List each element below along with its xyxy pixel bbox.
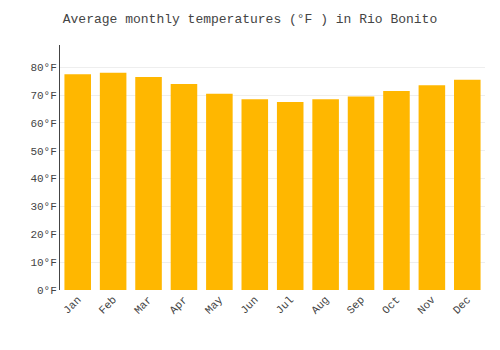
svg-text:Average monthly temperatures (: Average monthly temperatures (°F ) in Ri…: [63, 12, 437, 27]
svg-text:10°F: 10°F: [30, 257, 56, 269]
svg-text:Dec: Dec: [451, 294, 473, 316]
svg-text:Sep: Sep: [345, 294, 367, 316]
svg-text:Nov: Nov: [415, 294, 438, 317]
svg-text:Oct: Oct: [380, 294, 402, 316]
svg-text:0°F: 0°F: [37, 285, 57, 297]
svg-text:Jun: Jun: [238, 294, 260, 316]
svg-text:30°F: 30°F: [30, 201, 56, 213]
svg-text:May: May: [203, 294, 226, 317]
svg-text:Jan: Jan: [61, 294, 83, 316]
svg-text:60°F: 60°F: [30, 118, 56, 130]
svg-text:Aug: Aug: [309, 294, 331, 316]
svg-text:50°F: 50°F: [30, 146, 56, 158]
svg-text:20°F: 20°F: [30, 229, 56, 241]
svg-text:70°F: 70°F: [30, 90, 56, 102]
svg-text:Jul: Jul: [274, 294, 296, 316]
svg-text:40°F: 40°F: [30, 173, 56, 185]
svg-text:80°F: 80°F: [30, 62, 56, 74]
svg-text:Feb: Feb: [97, 294, 119, 316]
svg-text:Mar: Mar: [132, 294, 154, 316]
svg-text:Apr: Apr: [167, 294, 189, 316]
